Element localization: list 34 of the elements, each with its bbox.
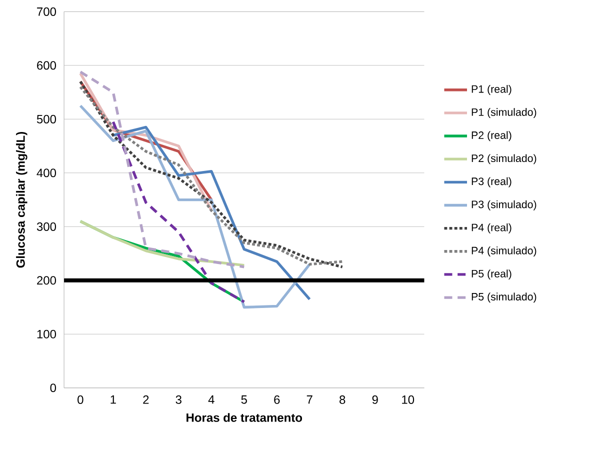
legend-label: P3 (simulado) [472, 200, 536, 210]
line-series [79, 70, 246, 268]
x-tick-label: 9 [372, 395, 378, 404]
y-tick-label: 400 [36, 168, 56, 178]
x-tick-label: 0 [78, 395, 84, 404]
legend-label: P1 (simulado) [472, 108, 536, 118]
y-tick-label: 200 [37, 276, 56, 285]
legend-label: P4 (real) [472, 223, 512, 234]
line-series [112, 120, 246, 304]
x-axis-title: Horas de tratamento [186, 412, 302, 422]
legend-label: P4 (simulado) [472, 246, 536, 256]
y-tick-label: 300 [36, 222, 56, 231]
x-tick-label: 4 [208, 395, 214, 404]
legend-label: P5 (simulado) [472, 292, 536, 303]
x-tick-label: 7 [306, 395, 312, 404]
x-tick-label: 1 [110, 395, 116, 404]
x-tick-label: 10 [402, 395, 414, 404]
legend-label: P2 (simulado) [472, 154, 536, 164]
y-tick-label: 500 [36, 114, 56, 124]
legend-label: P1 (real) [472, 84, 512, 95]
legend-label: P5 (real) [472, 269, 512, 280]
x-tick-label: 3 [176, 395, 182, 404]
legend-label: P2 (real) [472, 131, 512, 141]
x-tick-label: 8 [340, 395, 346, 404]
x-tick-label: 5 [241, 395, 247, 404]
legend-label: P3 (real) [472, 177, 512, 188]
y-tick-label: 700 [37, 7, 56, 16]
y-tick-label: 100 [37, 330, 56, 338]
x-tick-label: 2 [143, 395, 149, 404]
y-tick-label: 600 [37, 61, 56, 70]
y-tick-label: 0 [50, 384, 56, 392]
line-series [112, 126, 311, 300]
y-axis-title: Glucosa capilar (mg/dL) [16, 132, 28, 268]
x-tick-label: 6 [274, 395, 280, 404]
